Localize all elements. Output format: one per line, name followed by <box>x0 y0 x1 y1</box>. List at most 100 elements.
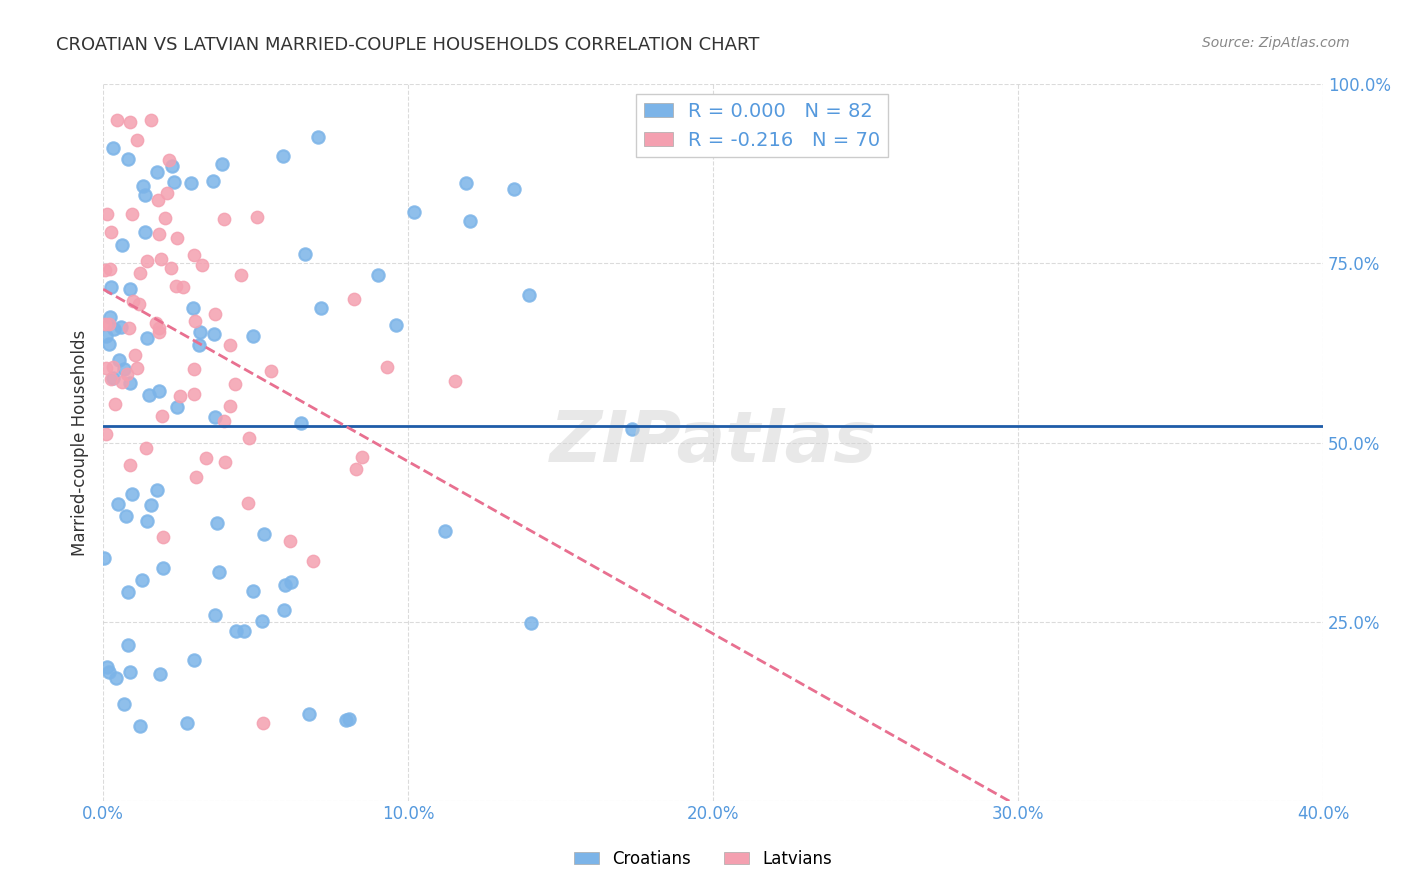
Point <box>121 207 143 221</box>
Point <box>127 361 149 376</box>
Point <box>97 665 120 679</box>
Point <box>100 280 122 294</box>
Point <box>344 462 367 476</box>
Point <box>121 486 143 500</box>
Point <box>183 387 205 401</box>
Point <box>271 149 294 163</box>
Point <box>307 129 329 144</box>
Point <box>519 615 541 630</box>
Point <box>242 329 264 343</box>
Point <box>127 133 149 147</box>
Point <box>105 113 128 128</box>
Point <box>337 712 360 726</box>
Point <box>218 399 240 413</box>
Point <box>204 608 226 623</box>
Text: Source: ZipAtlas.com: Source: ZipAtlas.com <box>1202 36 1350 50</box>
Point <box>188 325 211 339</box>
Legend: R = 0.000   N = 82, R = -0.216   N = 70: R = 0.000 N = 82, R = -0.216 N = 70 <box>636 95 889 158</box>
Point <box>148 384 170 398</box>
Point <box>181 301 204 315</box>
Point <box>156 186 179 201</box>
Point <box>274 577 297 591</box>
Point <box>139 498 162 512</box>
Point <box>115 509 138 524</box>
Point <box>169 389 191 403</box>
Point <box>94 426 117 441</box>
Point <box>146 193 169 207</box>
Point <box>183 362 205 376</box>
Point <box>252 715 274 730</box>
Point <box>253 526 276 541</box>
Point <box>152 560 174 574</box>
Point <box>352 450 374 464</box>
Point <box>503 182 526 196</box>
Point <box>176 716 198 731</box>
Text: CROATIAN VS LATVIAN MARRIED-COUPLE HOUSEHOLDS CORRELATION CHART: CROATIAN VS LATVIAN MARRIED-COUPLE HOUSE… <box>56 36 759 54</box>
Point <box>214 414 236 428</box>
Point <box>149 667 172 681</box>
Point <box>97 336 120 351</box>
Point <box>148 320 170 334</box>
Point <box>146 483 169 497</box>
Point <box>101 141 124 155</box>
Point <box>224 376 246 391</box>
Point <box>98 317 121 331</box>
Point <box>100 372 122 386</box>
Point <box>136 331 159 345</box>
Point <box>94 263 117 277</box>
Point <box>138 388 160 402</box>
Point <box>96 660 118 674</box>
Point <box>166 400 188 414</box>
Point <box>246 210 269 224</box>
Point <box>148 325 170 339</box>
Point <box>115 367 138 381</box>
Point <box>104 397 127 411</box>
Point <box>517 288 540 302</box>
Point <box>94 360 117 375</box>
Point <box>260 364 283 378</box>
Point <box>212 211 235 226</box>
Point <box>183 653 205 667</box>
Y-axis label: Married-couple Households: Married-couple Households <box>72 329 89 556</box>
Point <box>100 310 122 324</box>
Point <box>94 317 117 331</box>
Point <box>160 261 183 276</box>
Point <box>108 352 131 367</box>
Point <box>195 450 218 465</box>
Point <box>98 262 121 277</box>
Point <box>107 497 129 511</box>
Point <box>225 624 247 639</box>
Point <box>204 307 226 321</box>
Point <box>136 515 159 529</box>
Point <box>139 113 162 128</box>
Point <box>104 671 127 685</box>
Point <box>191 259 214 273</box>
Point <box>278 534 301 549</box>
Point <box>122 293 145 308</box>
Point <box>290 416 312 430</box>
Point <box>117 638 139 652</box>
Point <box>120 665 142 680</box>
Point <box>232 624 254 638</box>
Point <box>214 455 236 469</box>
Point <box>375 360 398 375</box>
Point <box>201 174 224 188</box>
Point <box>183 247 205 261</box>
Point <box>207 565 229 579</box>
Point <box>252 614 274 628</box>
Point <box>134 188 156 202</box>
Point <box>211 157 233 171</box>
Point <box>145 316 167 330</box>
Point <box>112 697 135 711</box>
Point <box>163 175 186 189</box>
Point <box>118 376 141 390</box>
Point <box>294 247 316 261</box>
Point <box>94 329 117 343</box>
Point <box>146 165 169 179</box>
Point <box>298 707 321 722</box>
Point <box>460 213 482 227</box>
Point <box>335 713 357 727</box>
Point <box>110 320 132 334</box>
Point <box>187 338 209 352</box>
Point <box>132 178 155 193</box>
